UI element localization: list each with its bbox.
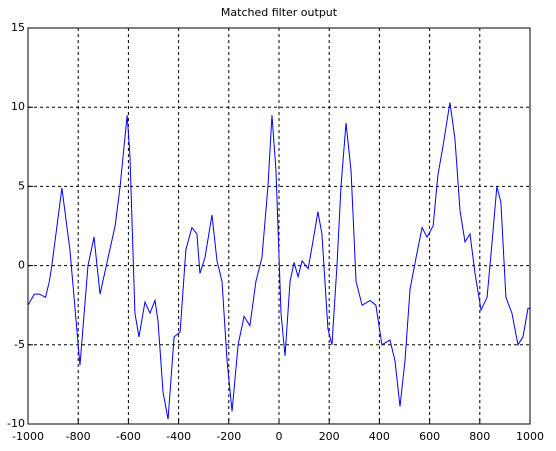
- x-tick-label: 600: [419, 430, 440, 443]
- x-tick-label: 200: [319, 430, 340, 443]
- x-tick-label: 400: [369, 430, 390, 443]
- y-tick-label: -10: [7, 417, 25, 430]
- y-tick-label: 5: [18, 179, 25, 192]
- y-tick-label: 0: [18, 259, 25, 272]
- x-tick-label: 0: [276, 430, 283, 443]
- axes-box: [27, 27, 531, 425]
- x-tick-label: -800: [66, 430, 91, 443]
- chart-title: Matched filter output: [221, 6, 338, 19]
- y-tick-label: 10: [11, 100, 25, 113]
- x-tick-label: 800: [469, 430, 490, 443]
- x-tick-label: 1000: [516, 430, 544, 443]
- x-tick-label: -600: [116, 430, 141, 443]
- x-tick-label: -400: [166, 430, 191, 443]
- y-tick-label: -5: [14, 338, 25, 351]
- y-tick-label: 15: [11, 21, 25, 34]
- data-line: [27, 102, 530, 420]
- x-tick-label: -1000: [12, 430, 44, 443]
- x-tick-label: -200: [216, 430, 241, 443]
